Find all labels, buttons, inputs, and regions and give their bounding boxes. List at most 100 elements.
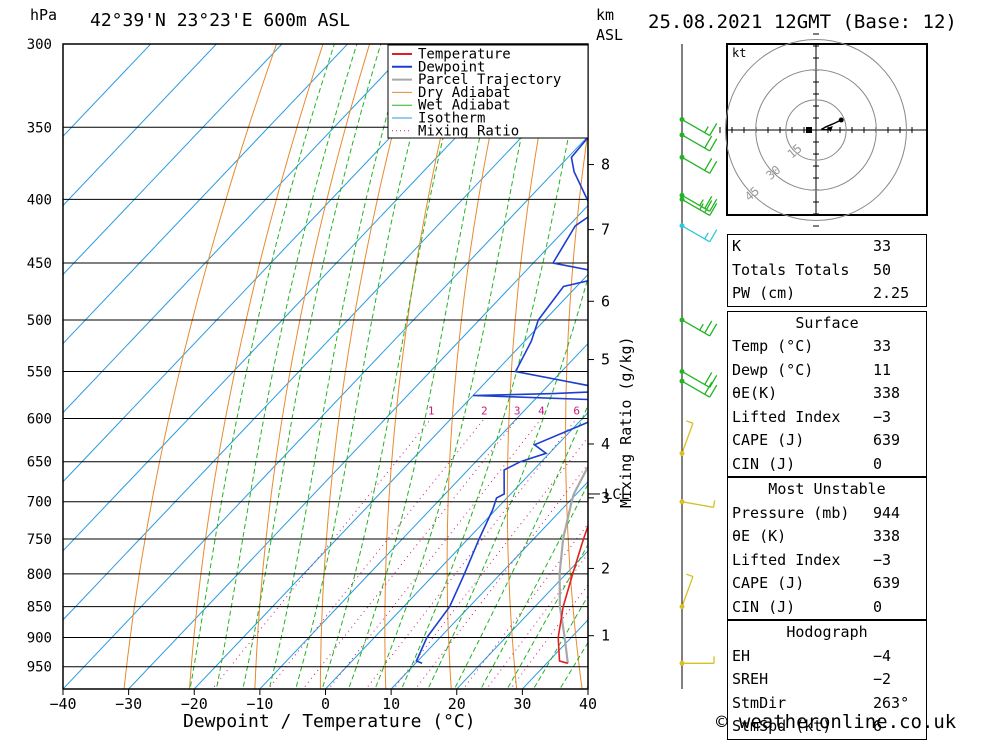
mixing-ratio-tick-label: 4 bbox=[538, 404, 545, 417]
pressure-tick-label: 600 bbox=[27, 411, 52, 427]
mixing-ratio-line bbox=[267, 418, 485, 689]
wind-barb-flag bbox=[686, 573, 694, 578]
legend-entry: Mixing Ratio bbox=[418, 123, 519, 139]
hodo-index-value: 263° bbox=[873, 693, 910, 712]
general-index-row: K 33 bbox=[728, 235, 927, 259]
wind-barb-staff bbox=[681, 194, 711, 212]
wind-barb-staff bbox=[681, 156, 711, 174]
wind-barb-flag bbox=[699, 199, 704, 206]
isotherm-line bbox=[390, 481, 588, 689]
wet-adiabat-line bbox=[374, 44, 542, 689]
wind-level-dot bbox=[679, 378, 685, 384]
wind-barb-flag bbox=[709, 160, 718, 174]
wind-barb-flag bbox=[704, 320, 713, 334]
mixing-ratio-line bbox=[365, 418, 578, 689]
general-index-row: Totals Totals 50 bbox=[728, 259, 927, 283]
unstable-index-label: CAPE (J) bbox=[732, 574, 805, 592]
legend-entry: Dry Adiabat bbox=[418, 85, 511, 101]
legend-box bbox=[387, 44, 589, 139]
isotherm-line bbox=[63, 44, 414, 414]
hodograph-ring bbox=[755, 69, 877, 191]
wind-barb-staff bbox=[681, 380, 711, 398]
wind-barb-staff bbox=[681, 423, 694, 454]
lcl-label: LCL bbox=[604, 487, 629, 503]
wet-adiabat-line bbox=[189, 44, 335, 689]
surface-index-value: 338 bbox=[873, 384, 901, 402]
mixing-ratio-line bbox=[327, 418, 542, 689]
hodograph-ring bbox=[785, 99, 847, 161]
wet-adiabat-line bbox=[427, 275, 588, 689]
wind-barb-flag bbox=[704, 381, 713, 395]
datetime-title: 25.08.2021 12GMT (Base: 12) bbox=[648, 11, 957, 33]
unstable-index-row: Pressure (mb) 944 bbox=[728, 502, 927, 526]
km-tick-label: 3 bbox=[601, 489, 610, 507]
hpa-unit-label: hPa bbox=[30, 6, 57, 24]
dewpoint-line bbox=[415, 136, 588, 665]
pressure-tick-label: 550 bbox=[27, 364, 52, 380]
x-tick-label: 20 bbox=[448, 695, 466, 713]
wind-barb-flag bbox=[704, 232, 709, 240]
pressure-tick-label: 850 bbox=[27, 600, 52, 616]
wind-level-dot bbox=[679, 223, 685, 229]
wind-barb-flag bbox=[699, 323, 704, 331]
wet-adiabat-line bbox=[242, 44, 382, 689]
pressure-tick-label: 800 bbox=[27, 567, 52, 583]
legend-entry: Dewpoint bbox=[418, 59, 485, 75]
unstable-index-value: 639 bbox=[873, 574, 901, 592]
hodograph-start-marker bbox=[806, 127, 812, 133]
wind-barb-flag bbox=[709, 123, 718, 136]
surface-index-label: Temp (°C) bbox=[732, 337, 814, 355]
general-index-label: K bbox=[732, 237, 742, 255]
unstable-index-row: θE (K) 338 bbox=[728, 525, 927, 549]
credit: © weatheronline.co.uk bbox=[716, 711, 957, 733]
wind-barb-staff bbox=[681, 370, 711, 389]
km-tick-label: 8 bbox=[601, 156, 610, 174]
isotherm-line bbox=[63, 135, 588, 689]
hodo-index-row: StmDir 263° bbox=[728, 692, 927, 716]
hodograph-kt-label: kt bbox=[732, 46, 746, 60]
wind-barb-flag bbox=[704, 135, 713, 149]
wet-adiabat-line bbox=[453, 403, 588, 689]
km-tick-label: 1 bbox=[601, 627, 610, 645]
wind-level-dot bbox=[679, 604, 685, 610]
mixing-ratio-tick-label: 1 bbox=[428, 404, 435, 417]
mixing-ratio-labels: 1 2 3 4 6 bbox=[428, 404, 580, 417]
hodo-index-row: StmSpd (kt) 6 bbox=[728, 715, 927, 739]
dry-adiabat-line bbox=[123, 44, 277, 689]
wind-barb-flag bbox=[709, 202, 718, 216]
isotherm-line bbox=[127, 204, 588, 689]
temperature-line bbox=[557, 523, 588, 665]
unstable-index-row: Lifted Index −3 bbox=[728, 549, 927, 573]
wind-barb-staff bbox=[681, 134, 711, 152]
wet-adiabat-line bbox=[295, 44, 436, 689]
wind-level-dot bbox=[679, 450, 685, 456]
hodo-index-label: EH bbox=[732, 646, 751, 665]
x-tick-label: 10 bbox=[382, 695, 400, 713]
unstable-index-label: CIN (J) bbox=[732, 597, 796, 616]
wind-level-dot bbox=[679, 192, 685, 198]
pressure-tick-label: 750 bbox=[27, 532, 52, 548]
mixing-ratio-tick-label: 2 bbox=[481, 404, 488, 417]
surface-index-label: CAPE (J) bbox=[732, 431, 805, 449]
unstable-index-row: CAPE (J) 639 bbox=[728, 572, 927, 596]
location-title: 42°39'N 23°23'E 600m ASL bbox=[90, 10, 350, 31]
general-index-row: PW (cm) 2.25 bbox=[728, 282, 927, 306]
surface-index-row: CIN (J) 0 bbox=[728, 453, 927, 477]
mixing-ratio-axis-title: Mixing Ratio (g/kg) bbox=[617, 336, 635, 508]
dry-adiabat-line bbox=[319, 44, 417, 689]
wet-adiabat-line bbox=[348, 44, 502, 689]
surface-index-value: 0 bbox=[873, 454, 883, 473]
hodograph-end-dot bbox=[838, 117, 844, 123]
wind-barb-flag bbox=[704, 200, 713, 213]
unstable-indices: Most Unstable Pressure (mb) 944 θE (K) 338 Li… bbox=[727, 477, 927, 620]
surface-index-label: θE(K) bbox=[732, 384, 778, 402]
x-tick-label: −20 bbox=[181, 695, 208, 713]
hodo-index-label: StmSpd (kt) bbox=[732, 717, 832, 735]
wind-barb-flag bbox=[704, 157, 713, 171]
wind-barb-flag bbox=[709, 323, 718, 337]
wind-level-dot bbox=[679, 132, 685, 138]
hodo-index-value: −2 bbox=[873, 670, 892, 688]
x-tick-label: 0 bbox=[321, 695, 330, 713]
unstable-index-value: 944 bbox=[873, 503, 901, 522]
km-tick-label: 5 bbox=[601, 351, 610, 369]
